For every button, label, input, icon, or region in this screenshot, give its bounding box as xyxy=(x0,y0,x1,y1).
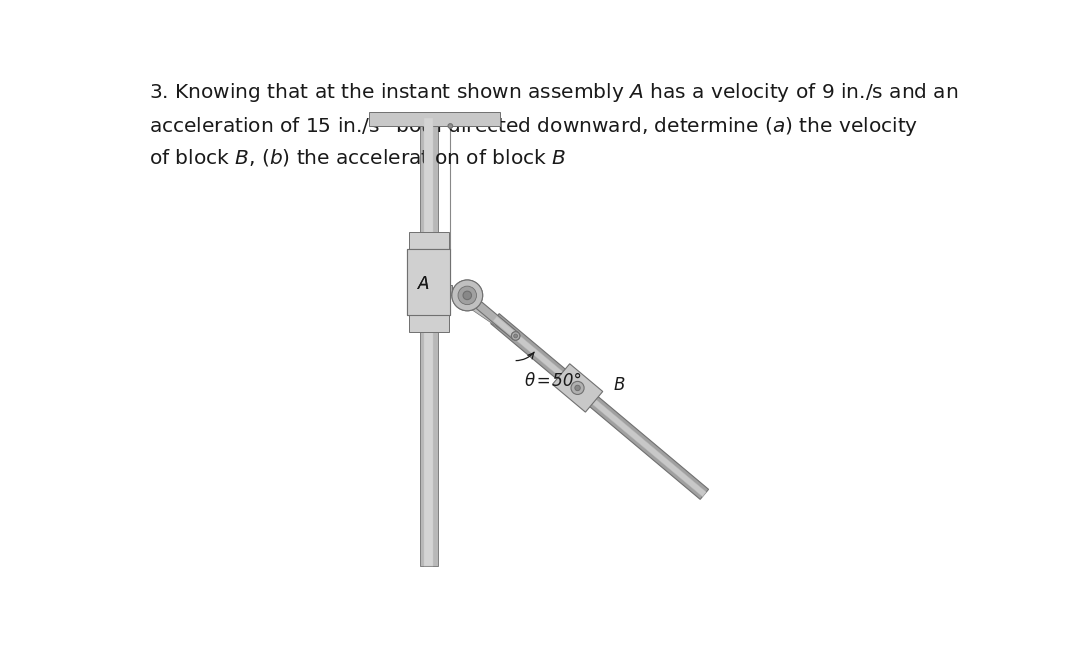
Polygon shape xyxy=(407,249,450,315)
Polygon shape xyxy=(408,232,449,251)
Polygon shape xyxy=(408,313,449,332)
Circle shape xyxy=(448,124,453,128)
Polygon shape xyxy=(450,285,451,295)
Polygon shape xyxy=(368,112,500,126)
Text: $A$: $A$ xyxy=(417,275,430,293)
Polygon shape xyxy=(490,314,708,499)
Polygon shape xyxy=(465,301,517,338)
Polygon shape xyxy=(464,292,518,339)
Circle shape xyxy=(458,286,476,304)
Circle shape xyxy=(514,334,517,338)
Polygon shape xyxy=(424,118,433,567)
Circle shape xyxy=(512,332,519,340)
Circle shape xyxy=(451,280,483,311)
Circle shape xyxy=(514,334,517,338)
Circle shape xyxy=(451,280,483,311)
Text: θ = 50°: θ = 50° xyxy=(525,372,582,390)
Text: $A$: $A$ xyxy=(417,275,430,293)
Text: 3. Knowing that at the instant shown assembly $A$ has a velocity of 9 in./s and : 3. Knowing that at the instant shown ass… xyxy=(149,82,959,168)
Polygon shape xyxy=(407,249,450,315)
Circle shape xyxy=(512,332,519,340)
Polygon shape xyxy=(552,364,603,412)
Circle shape xyxy=(463,291,472,300)
Circle shape xyxy=(458,286,476,304)
Circle shape xyxy=(571,381,584,394)
Text: $B$: $B$ xyxy=(613,376,625,394)
Circle shape xyxy=(463,291,472,300)
Circle shape xyxy=(575,385,580,391)
Polygon shape xyxy=(419,118,438,567)
Polygon shape xyxy=(494,316,706,497)
